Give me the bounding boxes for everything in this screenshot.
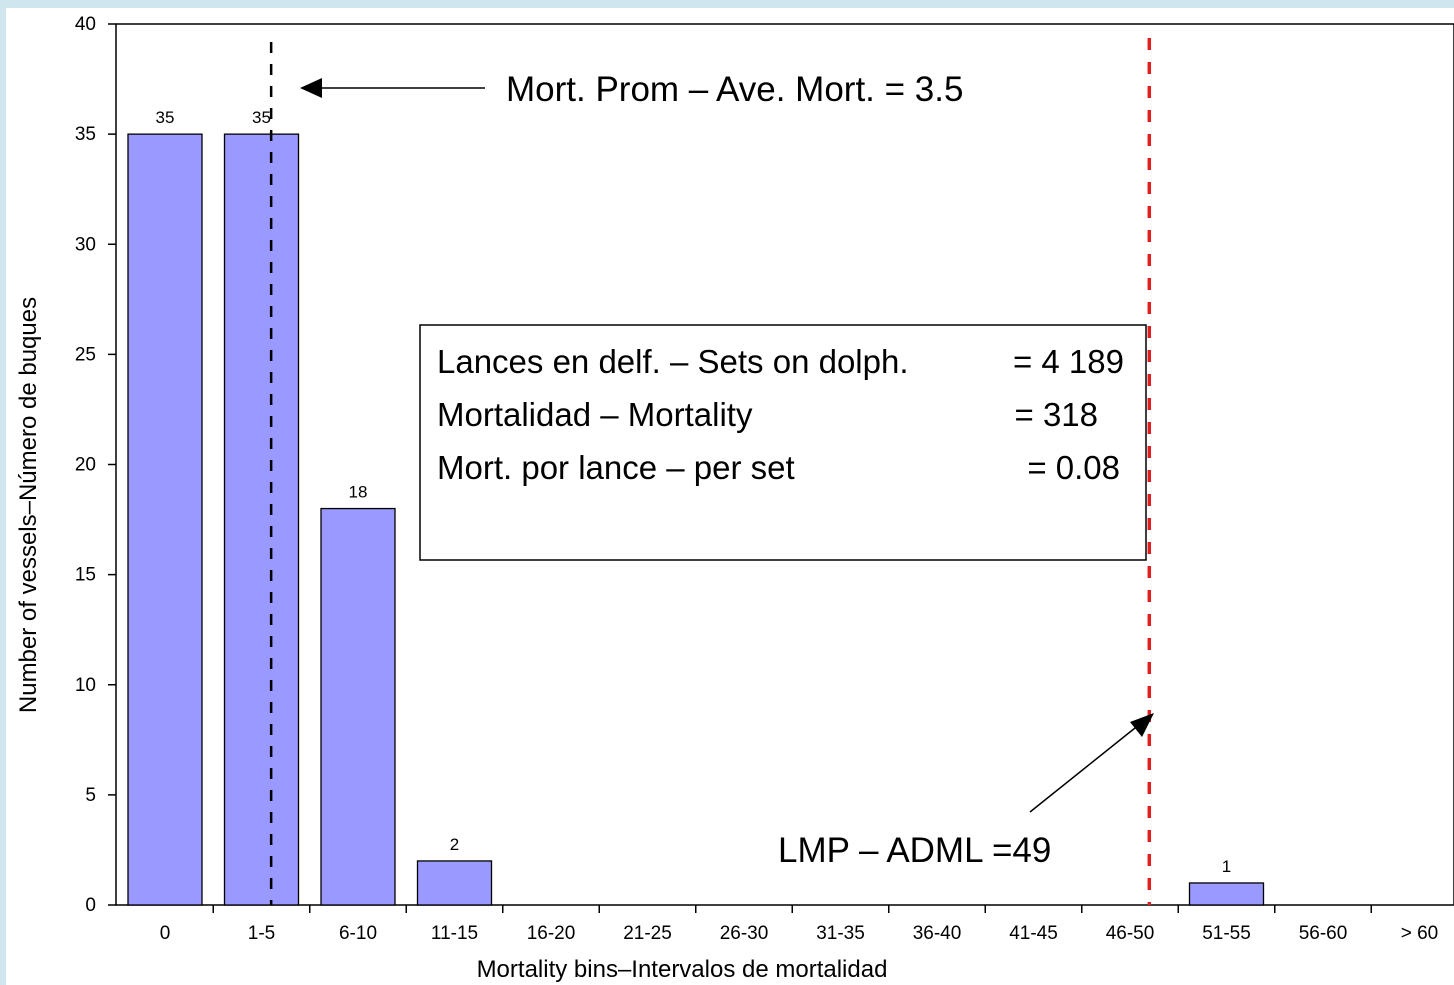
avg-mort-arrow-head <box>300 78 322 98</box>
data-label: 35 <box>156 108 175 127</box>
data-label: 35 <box>252 108 271 127</box>
bar <box>320 507 396 906</box>
slide-top-border <box>0 0 1454 8</box>
y-axis: 0 5 10 15 20 25 30 35 40 <box>75 14 116 916</box>
y-tick-label: 40 <box>75 14 96 35</box>
dml-arrow-head <box>1130 713 1154 737</box>
y-tick-label: 10 <box>75 675 96 696</box>
bar <box>1188 882 1265 906</box>
slide-left-border <box>0 0 6 985</box>
x-tick-label: 36-40 <box>913 923 962 944</box>
stats-line1-value: = 4 189 <box>1013 343 1124 380</box>
data-label: 18 <box>349 483 368 502</box>
x-tick-label: 16-20 <box>527 923 576 944</box>
stats-line2-label: Mortalidad – Mortality <box>437 396 753 433</box>
bar <box>127 133 203 906</box>
stats-line2-value: = 318 <box>1015 396 1099 433</box>
bars <box>127 133 1265 906</box>
dml-arrow-shaft <box>1029 723 1141 813</box>
x-tick-label: 21-25 <box>623 923 672 944</box>
bar <box>416 860 493 906</box>
x-tick-label: 46-50 <box>1106 923 1155 944</box>
x-tick-label: 26-30 <box>720 923 769 944</box>
stats-line1-label: Lances en delf. – Sets on dolph. <box>437 343 909 380</box>
y-axis-title: Number of vessels–Número de buques <box>15 297 42 713</box>
stats-line3-value: = 0.08 <box>1027 449 1120 486</box>
x-axis-title: Mortality bins–Intervalos de mortalidad <box>477 956 888 983</box>
bar <box>223 133 300 906</box>
avg-mort-annotation: Mort. Prom – Ave. Mort. = 3.5 <box>506 70 963 109</box>
x-tick-label: 1-5 <box>248 923 275 944</box>
x-tick-label: 6-10 <box>339 923 377 944</box>
y-tick-label: 5 <box>85 785 96 806</box>
data-label: 2 <box>450 835 459 854</box>
stats-line3-label: Mort. por lance – per set <box>437 449 795 486</box>
x-tick-label: 56-60 <box>1299 923 1348 944</box>
x-tick-label: > 60 <box>1401 923 1439 944</box>
x-tick-label: 11-15 <box>431 923 478 944</box>
y-tick-label: 0 <box>85 895 96 916</box>
y-tick-label: 25 <box>75 344 96 365</box>
x-tick-label: 51-55 <box>1202 923 1251 944</box>
data-labels: 35 35 18 2 1 <box>156 108 1232 876</box>
x-tick-label: 41-45 <box>1009 923 1058 944</box>
y-tick-label: 35 <box>75 124 96 145</box>
y-tick-label: 20 <box>75 455 96 476</box>
stats-box <box>419 324 1147 561</box>
y-tick-label: 15 <box>75 565 96 586</box>
x-axis: 0 1-5 6-10 11-15 16-20 21-25 26-30 31-35 36-40 41… <box>160 905 1439 944</box>
x-tick-label: 31-35 <box>816 923 865 944</box>
reference-lines <box>269 38 1152 905</box>
x-tick-label: 0 <box>160 923 171 944</box>
y-tick-label: 30 <box>75 234 96 255</box>
data-label: 1 <box>1222 857 1231 876</box>
dml-annotation: LMP – ADML =49 <box>778 831 1051 870</box>
